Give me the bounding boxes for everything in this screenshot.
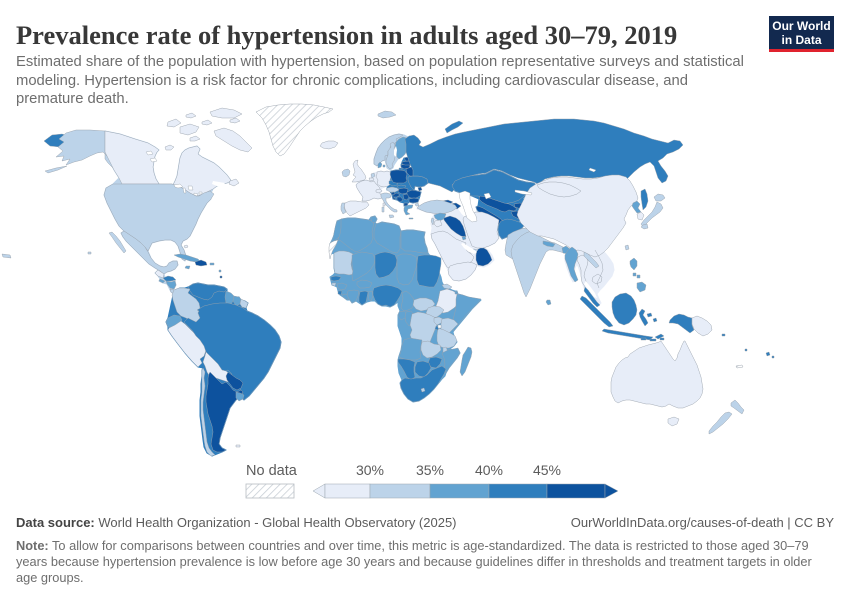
svg-text:45%: 45% <box>533 462 561 478</box>
svg-text:40%: 40% <box>475 462 503 478</box>
svg-text:35%: 35% <box>416 462 444 478</box>
svg-text:No data: No data <box>246 463 298 479</box>
svg-text:30%: 30% <box>356 462 384 478</box>
